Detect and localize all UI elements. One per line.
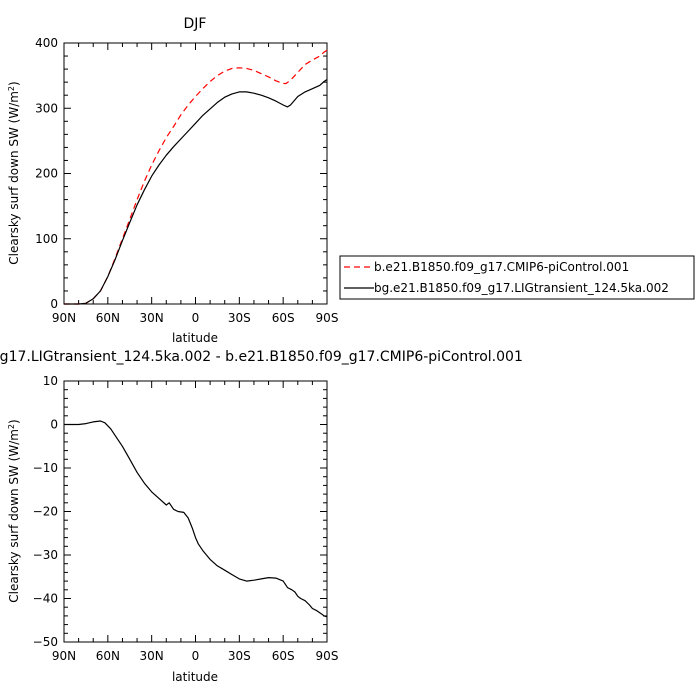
legend-label-0: b.e21.B1850.f09_g17.CMIP6-piControl.001: [374, 260, 629, 274]
x-tick-label: 30S: [228, 649, 251, 663]
series-line-0: [64, 49, 328, 305]
x-tick-label: 0: [192, 649, 200, 663]
bottom-axis-ticks: 90N 60N 30N 0 30S 60S 90S −50 −40 −30 −20 −10 0 10: [33, 374, 339, 663]
top-chart-title: DJF: [184, 16, 207, 32]
y-tick-label: −50: [33, 635, 58, 649]
x-tick-label: 60N: [96, 311, 120, 325]
x-tick-label: 90S: [316, 649, 339, 663]
x-tick-label: 60S: [272, 311, 295, 325]
bottom-y-axis-label: Clearsky surf down SW (W/m2): [7, 419, 22, 602]
top-series-lines: [64, 49, 328, 305]
y-tick-label: −40: [33, 592, 58, 606]
legend: b.e21.B1850.f09_g17.CMIP6-piControl.001 …: [339, 255, 695, 300]
x-tick-label: 30N: [140, 649, 164, 663]
y-tick-label: 400: [35, 36, 58, 50]
x-tick-label: 60S: [272, 649, 295, 663]
bottom-chart-title: bg.e21.B1850.f09_g17.LIGtransient_124.5k…: [0, 349, 523, 365]
top-chart-panel: DJF 90N 60N 30N 0 30S 60S 90S 0 100 200 300 400 lat…: [7, 16, 339, 345]
x-tick-label: 0: [192, 311, 200, 325]
y-tick-label: 0: [50, 297, 58, 311]
x-tick-label: 30S: [228, 311, 251, 325]
series-line-1: [64, 79, 328, 305]
bottom-chart-panel: bg.e21.B1850.f09_g17.LIGtransient_124.5k…: [0, 349, 523, 684]
y-tick-label: 100: [35, 232, 58, 246]
top-axis-ticks: 90N 60N 30N 0 30S 60S 90S 0 100 200 300 400: [35, 36, 338, 325]
top-x-axis-label: latitude: [172, 331, 218, 345]
legend-box: [339, 255, 695, 300]
y-tick-label: 300: [35, 101, 58, 115]
bottom-plot-frame: [63, 380, 328, 643]
x-tick-label: 90N: [52, 311, 76, 325]
x-tick-label: 90N: [52, 649, 76, 663]
series-line-0: [64, 420, 328, 618]
x-tick-label: 90S: [316, 311, 339, 325]
x-tick-label: 30N: [140, 311, 164, 325]
y-tick-label: −10: [33, 461, 58, 475]
legend-label-1: bg.e21.B1850.f09_g17.LIGtransient_124.5k…: [374, 281, 669, 295]
top-y-axis-label: Clearsky surf down SW (W/m2): [7, 81, 22, 264]
y-tick-label: −30: [33, 548, 58, 562]
y-tick-label: −20: [33, 505, 58, 519]
y-tick-label: 10: [43, 374, 58, 388]
y-tick-label: 0: [50, 418, 58, 432]
bottom-series-lines: [64, 420, 328, 618]
bottom-x-axis-label: latitude: [172, 670, 218, 684]
y-tick-label: 200: [35, 167, 58, 181]
x-tick-label: 60N: [96, 649, 120, 663]
